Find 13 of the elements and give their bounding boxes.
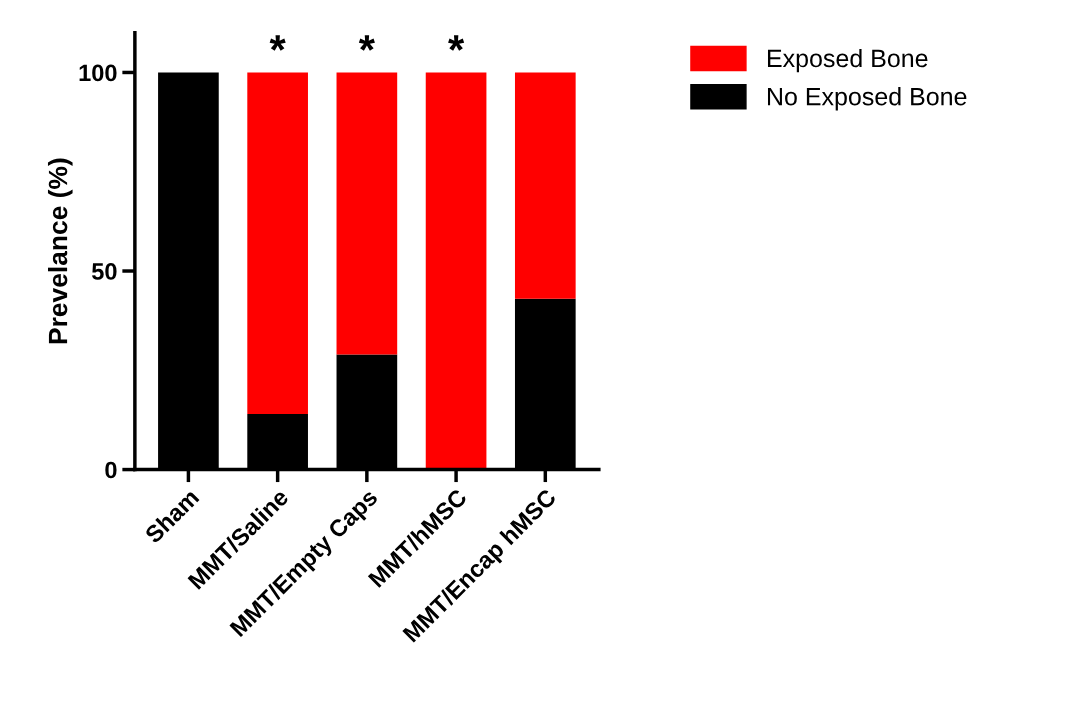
bar [247, 72, 308, 414]
y-tick-label: 50 [91, 263, 117, 280]
y-tick-label: 100 [79, 64, 117, 82]
annotation: * [448, 35, 465, 51]
legend-label: Exposed Bone [767, 48, 928, 73]
annotation: * [269, 35, 286, 51]
bar [425, 72, 487, 470]
bar [514, 72, 576, 299]
annotation: * [358, 35, 375, 51]
bar [336, 72, 398, 355]
legend-label: No Exposed Bone [767, 87, 967, 111]
y-axis-title: Prevelance (%) [47, 158, 73, 344]
y-tick-label: 0 [105, 461, 117, 479]
